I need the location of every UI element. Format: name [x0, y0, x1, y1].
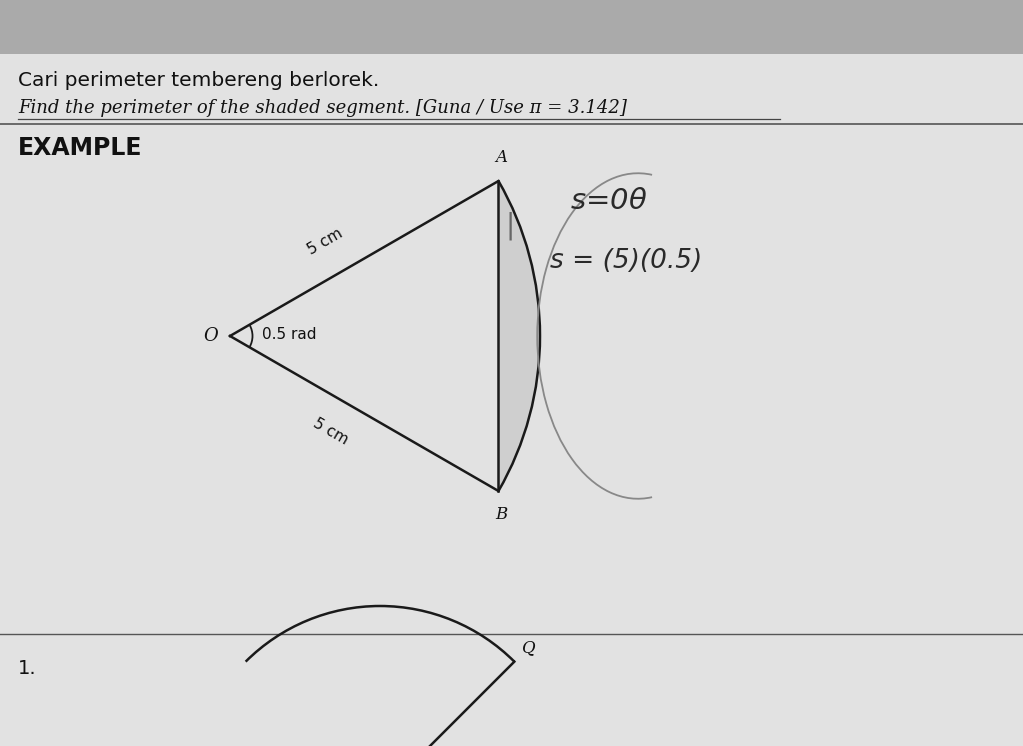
- Text: 5 cm: 5 cm: [310, 416, 351, 448]
- Text: Find the perimeter of the shaded segment. [Guna / Use π = 3.142]: Find the perimeter of the shaded segment…: [18, 99, 627, 117]
- Text: 0.5 rad: 0.5 rad: [262, 327, 316, 342]
- Polygon shape: [498, 181, 540, 491]
- Text: |: |: [505, 212, 515, 240]
- Text: B: B: [495, 506, 507, 523]
- Text: Q: Q: [523, 639, 536, 656]
- Text: s = (5)(0.5): s = (5)(0.5): [550, 248, 702, 274]
- Text: Cari perimeter tembereng berlorek.: Cari perimeter tembereng berlorek.: [18, 72, 380, 90]
- Text: s=0$\theta$: s=0$\theta$: [570, 187, 648, 215]
- Text: EXAMPLE: EXAMPLE: [18, 136, 142, 160]
- Text: 5 cm: 5 cm: [305, 226, 346, 258]
- Bar: [0, 0, 1023, 56]
- Text: 1.: 1.: [18, 659, 37, 677]
- Text: A: A: [495, 149, 507, 166]
- Text: O: O: [204, 327, 218, 345]
